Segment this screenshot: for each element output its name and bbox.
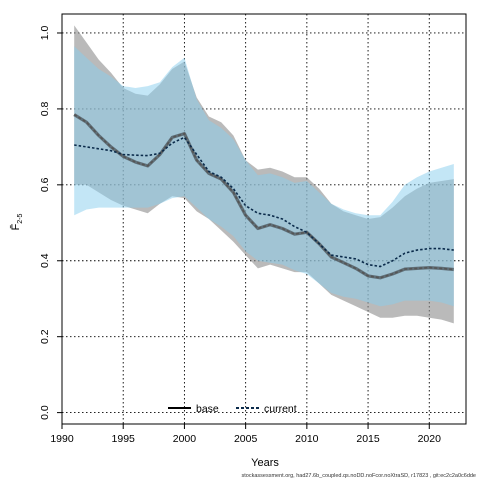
y-axis: 0.0 0.2 0.4 0.6 0.8 1.0 [39,26,62,420]
confidence-bands [74,25,454,324]
svg-text:F̄2-5: F̄2-5 [9,213,24,230]
y-tick-label-0: 0.0 [39,405,51,420]
x-tick-label-2020: 2020 [418,433,442,445]
plot-border [61,13,467,425]
series-lines [73,113,454,280]
x-axis-title: Years [251,457,279,469]
x-tick-label-2000: 2000 [173,433,197,445]
y-tick-label-0.4: 0.4 [39,253,51,268]
legend-label-base: base [196,403,219,415]
y-tick-label-0.6: 0.6 [39,177,51,192]
legend-label-current: current [264,403,297,415]
y-tick-label-1: 1.0 [39,26,51,41]
band-current [74,46,454,307]
y-axis-title-main: F̄ [9,223,22,230]
footnote: stockassessment.org, had27.6b_coupled.qs… [241,473,476,479]
x-tick-label-2010: 2010 [295,433,319,445]
y-tick-label-0.8: 0.8 [39,101,51,116]
y-axis-title-sub: 2-5 [17,213,24,223]
x-tick-label-2015: 2015 [356,433,380,445]
x-tick-label-1990: 1990 [50,433,74,445]
y-tick-label-0.2: 0.2 [39,329,51,344]
line-base [73,113,454,279]
y-axis-title: F̄2-5 [9,213,24,230]
x-tick-label-1995: 1995 [112,433,136,445]
x-axis: 1990 1995 2000 2005 2010 2015 2020 [50,424,441,445]
legend: base current [168,403,297,415]
x-tick-label-2005: 2005 [234,433,258,445]
line-current [74,136,454,268]
